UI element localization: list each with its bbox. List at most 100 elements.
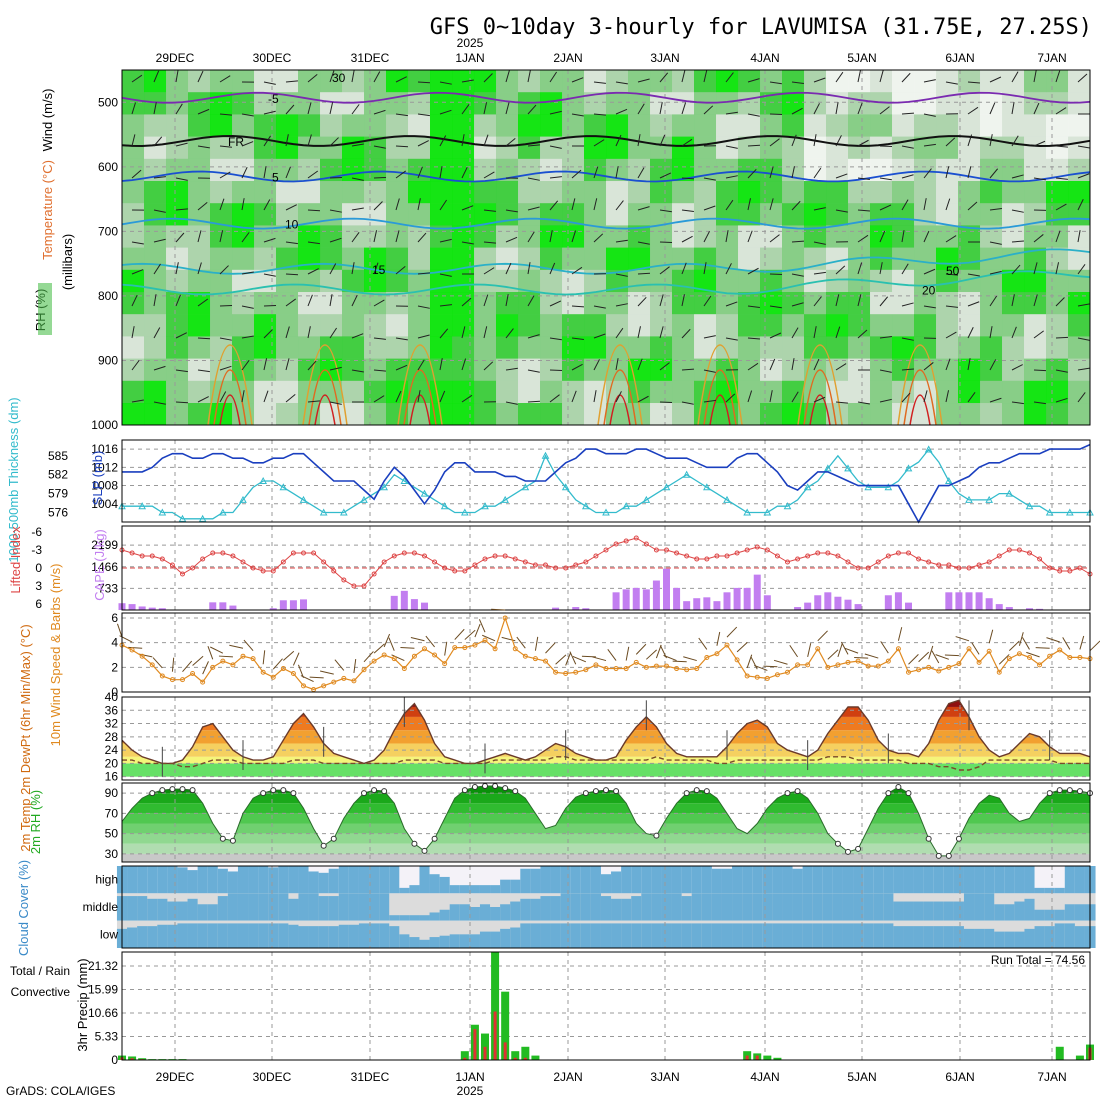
wind-barb [747,362,759,371]
cape-bar [158,608,166,610]
rh-point [330,835,337,842]
cape-bar [219,602,227,610]
lifted-point [805,553,811,559]
rh-cell [672,136,695,159]
cloud-middle-bar [641,893,652,921]
wind-barb [395,364,408,371]
cloud-high-bar [268,867,279,894]
wind10-barb [880,641,889,654]
cloud-high-bar [570,866,582,894]
rh-cell [672,181,695,204]
rh-cell [760,292,783,315]
isotherm-15 [121,248,1091,275]
date-label-top-30DEC: 30DEC [253,51,292,65]
rh-cell [232,358,255,381]
wind-barb [175,208,188,211]
wind-barb [989,241,1002,245]
rh-band-30 [122,843,1090,854]
wind-speed-point [169,677,175,683]
cloud-middle-bar [822,893,834,921]
cloud-high-bar [560,866,572,894]
cape-bar [1036,608,1044,610]
wind-barb [593,233,604,243]
wind-barb [615,327,624,339]
rh-cell [188,314,211,337]
rh-point [219,835,226,842]
cloud-high-bar [822,866,834,894]
cloud-low-bar [974,928,985,948]
rh-point [461,787,468,794]
wind10-barb [202,661,209,675]
wind-barb [461,205,474,211]
cloud-low-bar [338,924,350,948]
rh-cell [254,70,277,93]
cloud-low-bar [570,923,582,948]
rh-cell [540,336,563,359]
rh-cell [320,181,343,204]
wind-barb [637,326,641,339]
rh-cell [584,158,607,182]
wind-speed-point [149,662,155,668]
wind10-barb [565,652,572,666]
rh-cell [210,336,233,359]
rh-cell [914,136,937,159]
wind-barb [615,200,624,211]
thickness-point [783,502,792,510]
rh-cell [298,314,321,337]
wind-speed-point [290,670,296,676]
wind-barb [1033,177,1046,181]
rh-cell [1002,203,1025,226]
rh-cell [386,114,409,137]
wind-barb [725,199,734,211]
cape-bar [905,602,912,610]
rh-cell [782,314,805,337]
rh-point [159,787,166,794]
wind-barb [1055,262,1060,275]
wind-barb [725,175,738,179]
wind10-barb [817,630,828,642]
wind-barb [593,305,606,309]
wind-barb [175,232,185,243]
temp-band-16 [122,763,1090,777]
cloud-high-bar [137,866,148,894]
lifted-point [280,559,286,565]
rh-cell [276,92,299,115]
thickness-point [218,508,227,516]
rh-cell [144,269,167,293]
cloud-middle-bar [157,898,168,921]
wind-barb [945,358,951,371]
slp-line [122,443,1091,524]
rh-cell [210,136,233,159]
wind-speed-point [694,666,700,672]
wind-barb [1077,230,1081,243]
thickness-point [299,495,308,503]
rh-cell [650,314,673,337]
wind-barb [483,134,489,147]
wind-barb [747,305,760,308]
rh-cell [1024,269,1047,293]
thickness-point [924,445,933,453]
wind-speed-point [956,661,962,667]
rh-cell [848,269,871,293]
wind-barb [681,262,687,275]
cloud-middle-bar [1064,904,1076,921]
pressure-tick-1000: 1000 [91,418,118,432]
rh-cell [760,336,783,359]
wind-barb [263,358,268,371]
cloud-low-bar [490,931,501,948]
wind-barb [329,401,342,405]
cloud-middle-bar [721,893,733,921]
cloud-bg [449,866,461,894]
rh-cell [980,403,1003,426]
thickness-point [481,502,489,510]
rh-cell [122,225,145,248]
rh-cell [276,336,299,359]
lifted-point [462,568,468,574]
wind-barb [989,208,1002,211]
wind10-barb [210,646,224,654]
rh-cell [562,136,585,159]
rh-cell [716,158,739,182]
cloud-bg [459,866,471,894]
rh-cell [188,336,211,359]
rh-cell [1002,292,1025,315]
